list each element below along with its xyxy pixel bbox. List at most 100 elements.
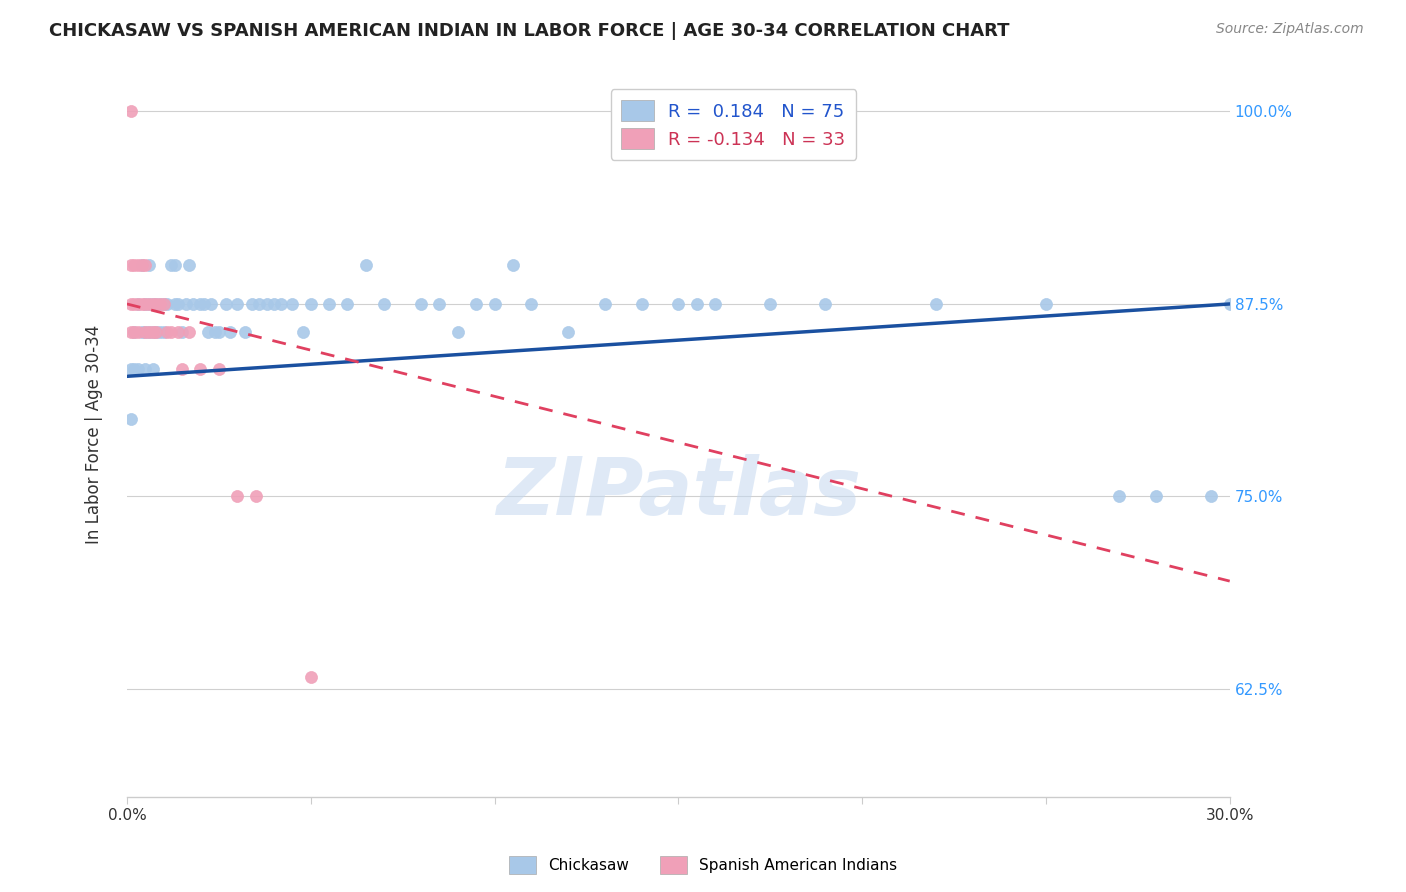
Point [145, 325, 167, 339]
Point [142, 325, 165, 339]
Point [1144, 490, 1167, 504]
Point [127, 259, 149, 273]
Point [122, 361, 145, 376]
Point [502, 259, 524, 273]
Point [245, 490, 267, 504]
Point [704, 297, 727, 311]
Point [142, 297, 165, 311]
Point [127, 297, 149, 311]
Point [557, 325, 579, 339]
Point [1219, 297, 1241, 311]
Text: CHICKASAW VS SPANISH AMERICAN INDIAN IN LABOR FORCE | AGE 30-34 CORRELATION CHAR: CHICKASAW VS SPANISH AMERICAN INDIAN IN … [49, 22, 1010, 40]
Point [120, 325, 142, 339]
Point [630, 297, 652, 311]
Point [181, 297, 204, 311]
Point [226, 297, 249, 311]
Point [138, 325, 160, 339]
Point [122, 325, 145, 339]
Point [204, 325, 226, 339]
Point [156, 297, 179, 311]
Point [200, 297, 222, 311]
Point [190, 361, 212, 376]
Point [152, 297, 174, 311]
Point [208, 325, 231, 339]
Point [197, 325, 219, 339]
Point [120, 361, 142, 376]
Point [759, 297, 782, 311]
Point [447, 325, 470, 339]
Point [127, 361, 149, 376]
Point [240, 297, 263, 311]
Point [318, 297, 340, 311]
Point [142, 297, 165, 311]
Text: Source: ZipAtlas.com: Source: ZipAtlas.com [1216, 22, 1364, 37]
Point [270, 297, 292, 311]
Point [170, 325, 193, 339]
Point [226, 490, 249, 504]
Point [208, 361, 231, 376]
Point [354, 259, 377, 273]
Point [520, 297, 543, 311]
Point [134, 361, 156, 376]
Point [1035, 297, 1057, 311]
Point [167, 297, 190, 311]
Point [179, 325, 201, 339]
Point [163, 297, 186, 311]
Point [190, 297, 212, 311]
Point [292, 325, 315, 339]
Point [179, 259, 201, 273]
Point [247, 297, 270, 311]
Point [1201, 490, 1223, 504]
Point [120, 297, 142, 311]
Point [122, 259, 145, 273]
Point [215, 297, 238, 311]
Point [131, 259, 153, 273]
Point [145, 325, 167, 339]
Point [170, 361, 193, 376]
Point [814, 297, 837, 311]
Point [145, 297, 167, 311]
Point [924, 297, 946, 311]
Point [373, 297, 395, 311]
Point [156, 325, 179, 339]
Legend: R =  0.184   N = 75, R = -0.134   N = 33: R = 0.184 N = 75, R = -0.134 N = 33 [610, 89, 856, 160]
Point [134, 325, 156, 339]
Point [134, 259, 156, 273]
Point [163, 259, 186, 273]
Point [138, 325, 160, 339]
Point [152, 297, 174, 311]
Point [122, 325, 145, 339]
Point [134, 297, 156, 311]
Point [120, 104, 142, 119]
Point [686, 297, 709, 311]
Point [138, 259, 160, 273]
Point [134, 325, 156, 339]
Point [160, 325, 183, 339]
Point [174, 297, 197, 311]
Point [233, 325, 256, 339]
Point [120, 412, 142, 426]
Point [336, 297, 359, 311]
Point [484, 297, 506, 311]
Point [218, 325, 240, 339]
Point [256, 297, 278, 311]
Point [160, 259, 183, 273]
Point [149, 297, 172, 311]
Point [299, 297, 322, 311]
Point [263, 297, 285, 311]
Text: ZIPatlas: ZIPatlas [496, 454, 860, 532]
Point [1108, 490, 1130, 504]
Point [299, 669, 322, 683]
Point [593, 297, 616, 311]
Point [281, 297, 304, 311]
Point [127, 325, 149, 339]
Point [409, 297, 432, 311]
Point [152, 325, 174, 339]
Legend: Chickasaw, Spanish American Indians: Chickasaw, Spanish American Indians [502, 850, 904, 880]
Point [149, 325, 172, 339]
Point [120, 259, 142, 273]
Point [167, 325, 190, 339]
Point [138, 297, 160, 311]
Point [427, 297, 450, 311]
Point [193, 297, 215, 311]
